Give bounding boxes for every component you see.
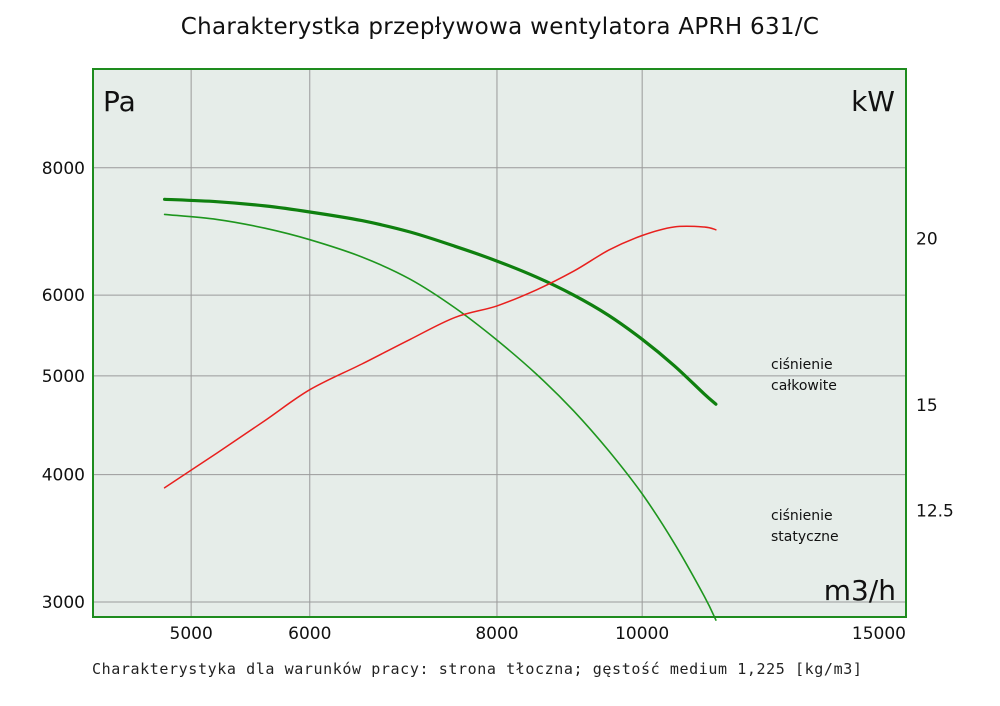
- label-static-pressure-line1: ciśnienie: [771, 508, 833, 524]
- chart-footnote: Charakterystyka dla warunków pracy: stro…: [92, 660, 863, 678]
- label-total-pressure-line2: całkowite: [771, 378, 837, 394]
- y-left-tick-label: 3000: [42, 593, 85, 613]
- x-tick-label: 6000: [288, 624, 331, 644]
- y-right-tick-label: 15: [916, 396, 938, 416]
- series-static-pressure: [163, 213, 717, 621]
- y-left-tick-label: 8000: [42, 159, 85, 179]
- y-axis-left-unit: Pa: [103, 85, 136, 118]
- x-tick-label: 10000: [615, 624, 669, 644]
- label-total-pressure-line1: ciśnienie: [771, 357, 833, 373]
- plot-frame: [92, 68, 907, 618]
- x-axis-unit: m3/h: [824, 574, 896, 607]
- series-total-pressure: [163, 197, 718, 406]
- x-tick-label: 15000: [852, 624, 906, 644]
- series-power: [163, 225, 717, 489]
- label-static-pressure-line2: statyczne: [771, 529, 839, 545]
- tick-labels: 5000 6000 8000 10000 15000 3000 4000 5000 6000 80…: [42, 159, 954, 644]
- x-tick-label: 5000: [170, 624, 213, 644]
- y-right-tick-label: 20: [916, 229, 938, 249]
- x-tick-label: 8000: [475, 624, 518, 644]
- y-left-tick-label: 5000: [42, 367, 85, 387]
- y-left-tick-label: 6000: [42, 286, 85, 306]
- chart-title: Charakterystka przepływowa wentylatora A…: [180, 14, 820, 40]
- y-right-tick-label: 12.5: [916, 502, 954, 522]
- grid: [93, 69, 906, 617]
- y-axis-right-unit: kW: [851, 85, 895, 118]
- y-left-tick-label: 4000: [42, 466, 85, 486]
- series-group: [163, 197, 718, 621]
